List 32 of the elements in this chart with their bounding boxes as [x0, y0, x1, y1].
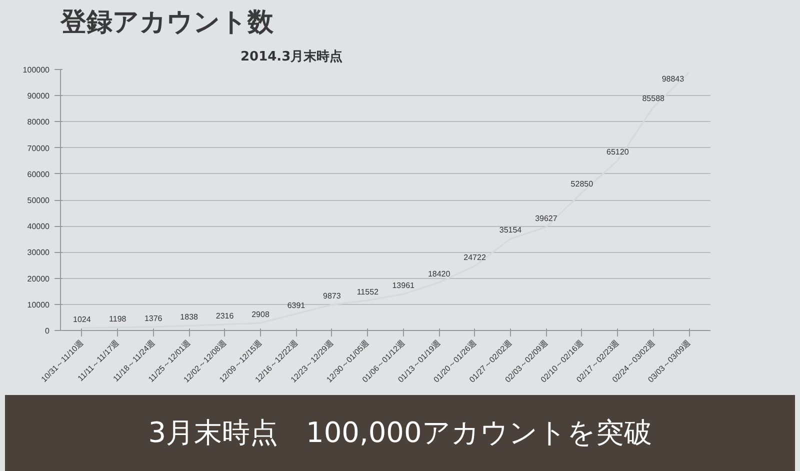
y-tick-label: 20000	[27, 274, 50, 284]
data-label: 98843	[662, 74, 685, 84]
y-tick-label: 0	[45, 326, 50, 336]
data-label: 2908	[252, 310, 270, 319]
y-tick-label: 30000	[27, 248, 50, 258]
data-label: 52850	[570, 180, 594, 189]
y-tick-label: 80000	[27, 118, 50, 127]
data-label: 35154	[499, 226, 522, 235]
data-label: 6391	[287, 300, 306, 310]
y-tick-label: 90000	[27, 92, 50, 101]
y-tick-label: 100000	[22, 66, 50, 74]
data-label: 1024	[73, 314, 92, 324]
y-tick-label: 50000	[27, 196, 50, 205]
data-label: 85588	[642, 94, 666, 104]
y-tick-label: 40000	[27, 222, 50, 232]
text: 3月末時点 100,000アカウントを突破	[148, 415, 652, 451]
data-label: 1376	[144, 314, 163, 323]
data-label: 24722	[464, 252, 486, 262]
data-label: 9873	[323, 292, 342, 301]
data-label: 39627	[535, 214, 558, 224]
data-label: 1838	[180, 312, 199, 322]
data-label: 11552	[356, 287, 380, 296]
data-label: 13961	[392, 281, 416, 290]
data-label: 65120	[606, 148, 630, 157]
chart-title: 登録アカウント数	[60, 8, 274, 38]
y-tick-label: 10000	[27, 300, 50, 310]
data-label: 18420	[428, 269, 451, 278]
y-tick-label: 70000	[27, 144, 50, 153]
chart-subtitle: 2014.3月末時点	[240, 48, 343, 64]
data-label: 2316	[216, 311, 234, 320]
data-label: 1198	[109, 314, 127, 324]
y-tick-label: 60000	[27, 170, 50, 179]
